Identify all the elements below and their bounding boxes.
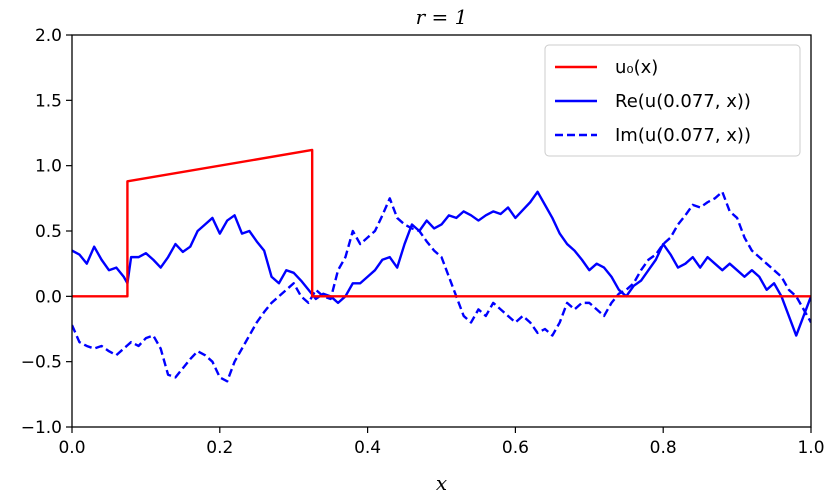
chart-title: r = 1 [416,5,468,29]
y-tick-label: −1.0 [21,418,62,438]
series-line-2 [72,190,811,383]
y-tick-label: 1.5 [35,91,62,111]
x-tick-label: 0.0 [58,438,85,458]
legend-label: u₀(x) [615,57,658,78]
y-tick-label: 0.5 [35,222,62,242]
legend-box [544,44,801,157]
legend: u₀(x) Re(u(0.077, x)) Im(u(0.077, x)) [544,44,801,157]
x-tick-label: 0.6 [502,438,529,458]
y-tick-label: 1.0 [35,157,62,177]
x-tick-label: 0.8 [650,438,677,458]
series-layer [72,148,811,383]
x-axis: 0.0 0.2 0.4 0.6 0.8 1.0 [58,427,825,458]
y-axis: −1.0 −0.5 0.0 0.5 1.0 1.5 2.0 [21,26,72,438]
y-tick-label: −0.5 [21,353,62,373]
x-axis-label: x [436,471,447,495]
x-tick-label: 1.0 [797,438,824,458]
series-line-0 [72,148,811,298]
legend-label: Re(u(0.077, x)) [615,91,751,112]
x-tick-label: 0.2 [206,438,233,458]
legend-label: Im(u(0.077, x)) [615,125,751,146]
x-tick-label: 0.4 [354,438,381,458]
y-tick-label: 0.0 [35,287,62,307]
series-line-1 [72,190,811,337]
y-tick-label: 2.0 [35,26,62,46]
